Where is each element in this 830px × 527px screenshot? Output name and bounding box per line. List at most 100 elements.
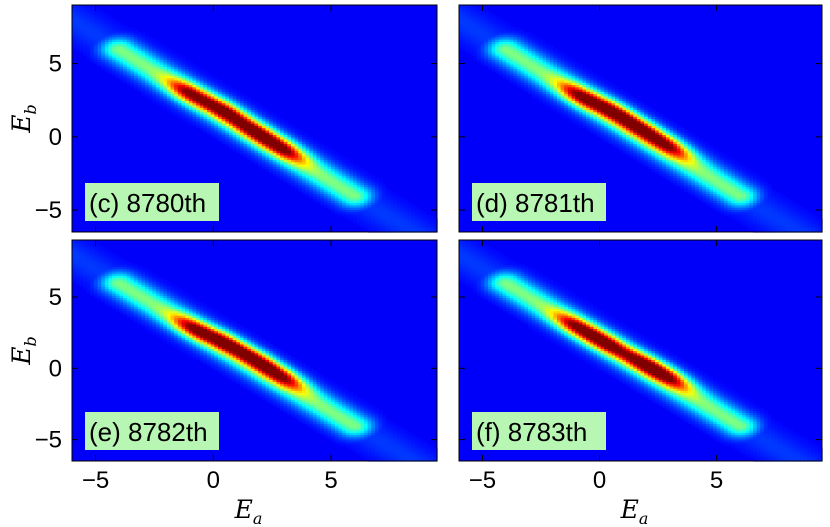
heatmap-cell: [345, 213, 350, 217]
heatmap-cell: [177, 84, 183, 88]
heatmap-cell: [272, 127, 277, 131]
heatmap-cell: [691, 193, 696, 197]
heatmap-cell: [145, 50, 150, 54]
heatmap-cell: [756, 202, 761, 206]
heatmap-cell: [571, 107, 576, 111]
heatmap-cell: [364, 184, 369, 188]
heatmap-cell: [567, 104, 573, 108]
heatmap-cell: [604, 120, 609, 124]
heatmap-cell: [662, 129, 667, 133]
heatmap-cell: [166, 75, 172, 79]
heatmap-cell: [618, 109, 623, 113]
heatmap-cell: [214, 82, 219, 86]
heatmap-cell: [502, 54, 507, 58]
heatmap-cell: [705, 172, 711, 176]
heatmap-cell: [589, 82, 594, 86]
heatmap-cell: [629, 100, 634, 104]
heatmap-cell: [385, 220, 391, 224]
heatmap-cell: [254, 113, 259, 117]
heatmap-cell: [469, 27, 475, 31]
heatmap-cell: [531, 93, 536, 97]
heatmap-cell: [320, 188, 325, 192]
heatmap-cell: [305, 168, 310, 172]
heatmap-cell: [684, 157, 689, 160]
heatmap-cell: [86, 284, 91, 288]
heatmap-cell: [658, 127, 663, 131]
heatmap-cell: [557, 93, 562, 97]
heatmap-cell: [294, 152, 299, 156]
heatmap-cell: [79, 255, 84, 259]
heatmap-cell: [309, 182, 314, 185]
heatmap-cell: [578, 75, 584, 79]
heatmap-cell: [611, 104, 616, 108]
heatmap-cell: [705, 154, 711, 158]
heatmap-cell: [749, 186, 754, 190]
heatmap-cell: [491, 54, 496, 58]
heatmap-cell: [705, 150, 711, 154]
heatmap-cell: [600, 79, 605, 83]
heatmap-cell: [82, 266, 88, 270]
heatmap-cell: [615, 120, 620, 124]
heatmap-cell: [636, 150, 642, 154]
heatmap-cell: [785, 220, 790, 224]
heatmap-cell: [593, 102, 598, 106]
heatmap-cell: [177, 95, 183, 99]
heatmap-cell: [137, 41, 142, 45]
heatmap-cell: [104, 50, 110, 54]
heatmap-cell: [742, 191, 747, 195]
heatmap-cell: [727, 211, 732, 215]
heatmap-cell: [680, 127, 685, 131]
heatmap-cell: [517, 39, 522, 42]
heatmap-cell: [203, 98, 208, 101]
heatmap-cell: [170, 77, 175, 81]
heatmap-cell: [119, 39, 124, 42]
heatmap-cell: [524, 82, 529, 86]
heatmap-cell: [669, 161, 674, 165]
heatmap-cell: [174, 104, 179, 108]
heatmap-cell: [207, 73, 212, 76]
heatmap-cell: [276, 129, 281, 133]
heatmap-cell: [371, 175, 376, 179]
heatmap-cell: [79, 14, 84, 17]
heatmap-cell: [239, 138, 245, 142]
heatmap-cell: [542, 86, 547, 90]
heatmap-cell: [586, 82, 591, 86]
heatmap-cell: [560, 75, 565, 79]
heatmap-cell: [774, 204, 780, 208]
heatmap-cell: [640, 118, 645, 122]
heatmap-cell: [702, 170, 707, 174]
heatmap-cell: [629, 107, 634, 111]
heatmap-cell: [93, 25, 99, 29]
heatmap-cell: [607, 118, 613, 122]
heatmap-cell: [549, 100, 554, 104]
heatmap-cell: [90, 43, 95, 47]
heatmap-cell: [792, 225, 798, 229]
heatmap-cell: [276, 143, 281, 147]
heatmap-cell: [763, 186, 769, 190]
heatmap-cell: [93, 18, 99, 22]
heatmap-cell: [665, 175, 671, 179]
heatmap-cell: [207, 91, 212, 95]
heatmap-cell: [254, 145, 259, 149]
heatmap-cell: [734, 163, 740, 167]
heatmap-cell: [698, 143, 703, 147]
heatmap-cell: [756, 222, 761, 226]
heatmap-cell: [374, 191, 380, 195]
heatmap-cell: [97, 59, 102, 63]
heatmap-cell: [720, 186, 725, 190]
heatmap-cell: [199, 102, 204, 106]
heatmap-cell: [531, 57, 536, 61]
heatmap-cell: [225, 141, 230, 145]
heatmap-cell: [250, 129, 256, 133]
heatmap-cell: [316, 191, 321, 195]
heatmap-cell: [72, 36, 77, 40]
heatmap-cell: [93, 59, 99, 63]
heatmap-cell: [582, 84, 587, 88]
heatmap-cell: [506, 27, 511, 31]
heatmap-cell: [527, 45, 533, 49]
heatmap-cell: [691, 191, 696, 195]
heatmap-cell: [334, 209, 340, 213]
heatmap-cell: [126, 45, 131, 49]
heatmap-cell: [742, 207, 747, 210]
heatmap-cell: [79, 266, 84, 270]
